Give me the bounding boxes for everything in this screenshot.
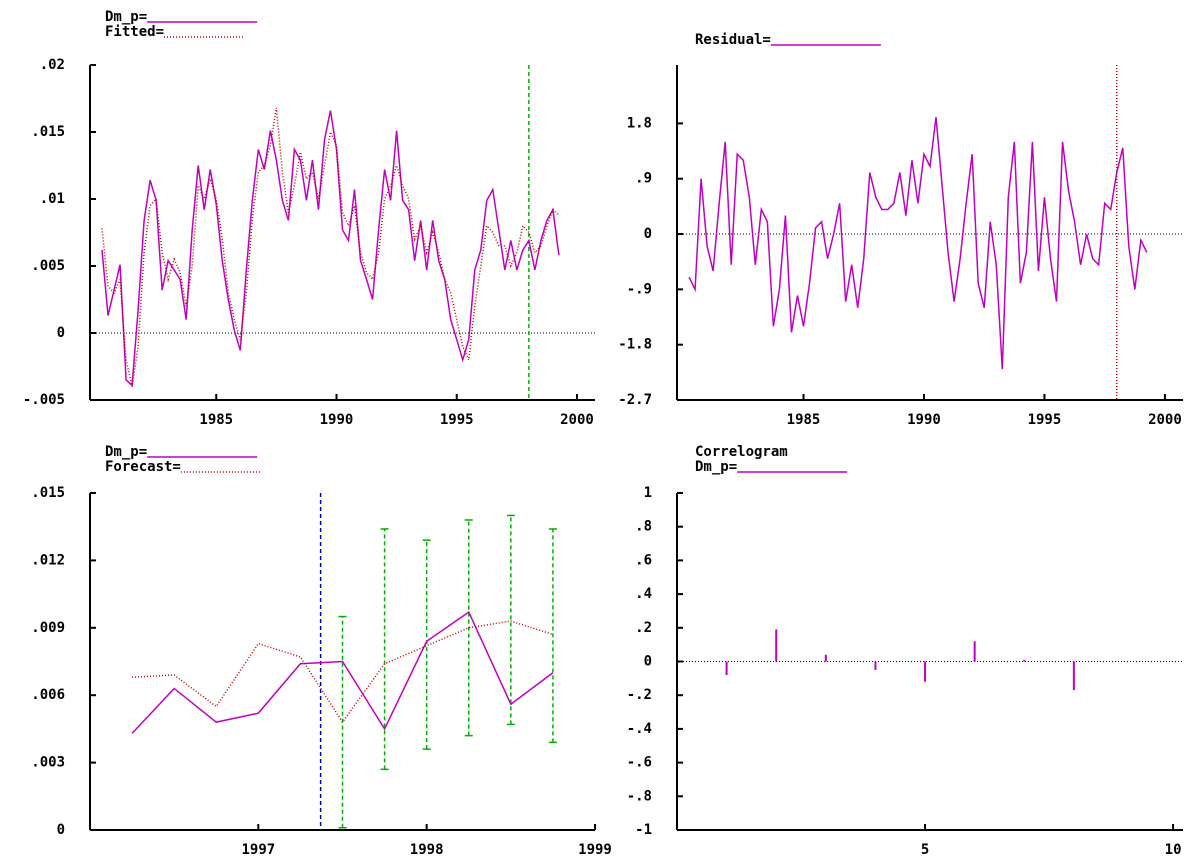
bar [824, 654, 827, 662]
y-tick-label: .8 [635, 519, 652, 535]
x-tick-label: 2000 [1148, 412, 1182, 428]
series-line [101, 110, 560, 387]
y-tick-label: .006 [31, 687, 65, 703]
x-tick-label: 1985 [787, 412, 821, 428]
y-tick-label: -.9 [627, 281, 652, 297]
y-tick-label: .009 [31, 620, 65, 636]
legend-label: Residual= [695, 32, 771, 48]
x-tick-label: 1990 [907, 412, 941, 428]
x-tick-label: 1999 [578, 842, 612, 858]
y-tick-label: -.4 [627, 721, 652, 737]
bar [973, 641, 976, 662]
x-tick-label: 1995 [1028, 412, 1062, 428]
y-tick-label: 0 [644, 226, 652, 242]
x-tick-label: 1995 [440, 412, 474, 428]
y-tick-label: 1.8 [627, 115, 652, 131]
x-tick-label: 1998 [410, 842, 444, 858]
y-tick-label: .015 [31, 124, 65, 140]
x-tick-label: 1997 [241, 842, 275, 858]
x-tick-label: 10 [1165, 842, 1182, 858]
y-tick-label: -2.7 [618, 392, 652, 408]
legend-label: Forecast= [105, 459, 181, 475]
legend-label: Dm_p= [105, 9, 147, 25]
y-tick-label: .003 [31, 755, 65, 771]
y-tick-label: .9 [635, 171, 652, 187]
y-tick-label: 0 [57, 822, 65, 838]
y-tick-label: .012 [31, 552, 65, 568]
y-tick-label: -.2 [627, 687, 652, 703]
y-tick-label: .6 [635, 552, 652, 568]
x-tick-label: 2000 [560, 412, 594, 428]
bar [775, 629, 778, 662]
legend-label: Fitted= [105, 24, 164, 40]
y-tick-label: -1.8 [618, 337, 652, 353]
bar [1023, 659, 1026, 662]
series-line [688, 117, 1148, 370]
legend-label: Dm_p= [695, 459, 737, 475]
y-tick-label: .005 [31, 258, 65, 274]
bar [874, 661, 877, 670]
y-tick-label: -1 [635, 822, 652, 838]
y-tick-label: -.005 [23, 392, 65, 408]
panel-title: Correlogram [695, 444, 788, 460]
y-tick-label: 1 [644, 485, 652, 501]
bar [1072, 661, 1075, 691]
y-tick-label: .2 [635, 620, 652, 636]
series-line [101, 107, 560, 387]
x-tick-label: 1985 [199, 412, 233, 428]
y-tick-label: -.8 [627, 788, 652, 804]
bar [924, 661, 927, 682]
x-tick-label: 5 [921, 842, 929, 858]
legend-label: Dm_p= [105, 444, 147, 460]
bar [725, 661, 728, 675]
y-tick-label: -.6 [627, 755, 652, 771]
y-tick-label: .01 [40, 191, 65, 207]
y-tick-label: 0 [644, 654, 652, 670]
y-tick-label: .015 [31, 485, 65, 501]
y-tick-label: 0 [57, 325, 65, 341]
y-tick-label: .02 [40, 57, 65, 73]
x-tick-label: 1990 [320, 412, 354, 428]
series-line [131, 610, 554, 734]
y-tick-label: .4 [635, 586, 652, 602]
